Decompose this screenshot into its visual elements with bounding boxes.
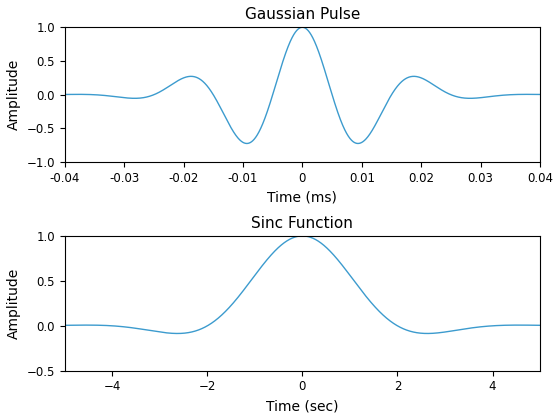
X-axis label: Time (sec): Time (sec): [266, 399, 339, 413]
Y-axis label: Amplitude: Amplitude: [7, 268, 21, 339]
Y-axis label: Amplitude: Amplitude: [7, 59, 21, 130]
Title: Sinc Function: Sinc Function: [251, 215, 353, 231]
X-axis label: Time (ms): Time (ms): [268, 190, 337, 205]
Title: Gaussian Pulse: Gaussian Pulse: [245, 7, 360, 22]
